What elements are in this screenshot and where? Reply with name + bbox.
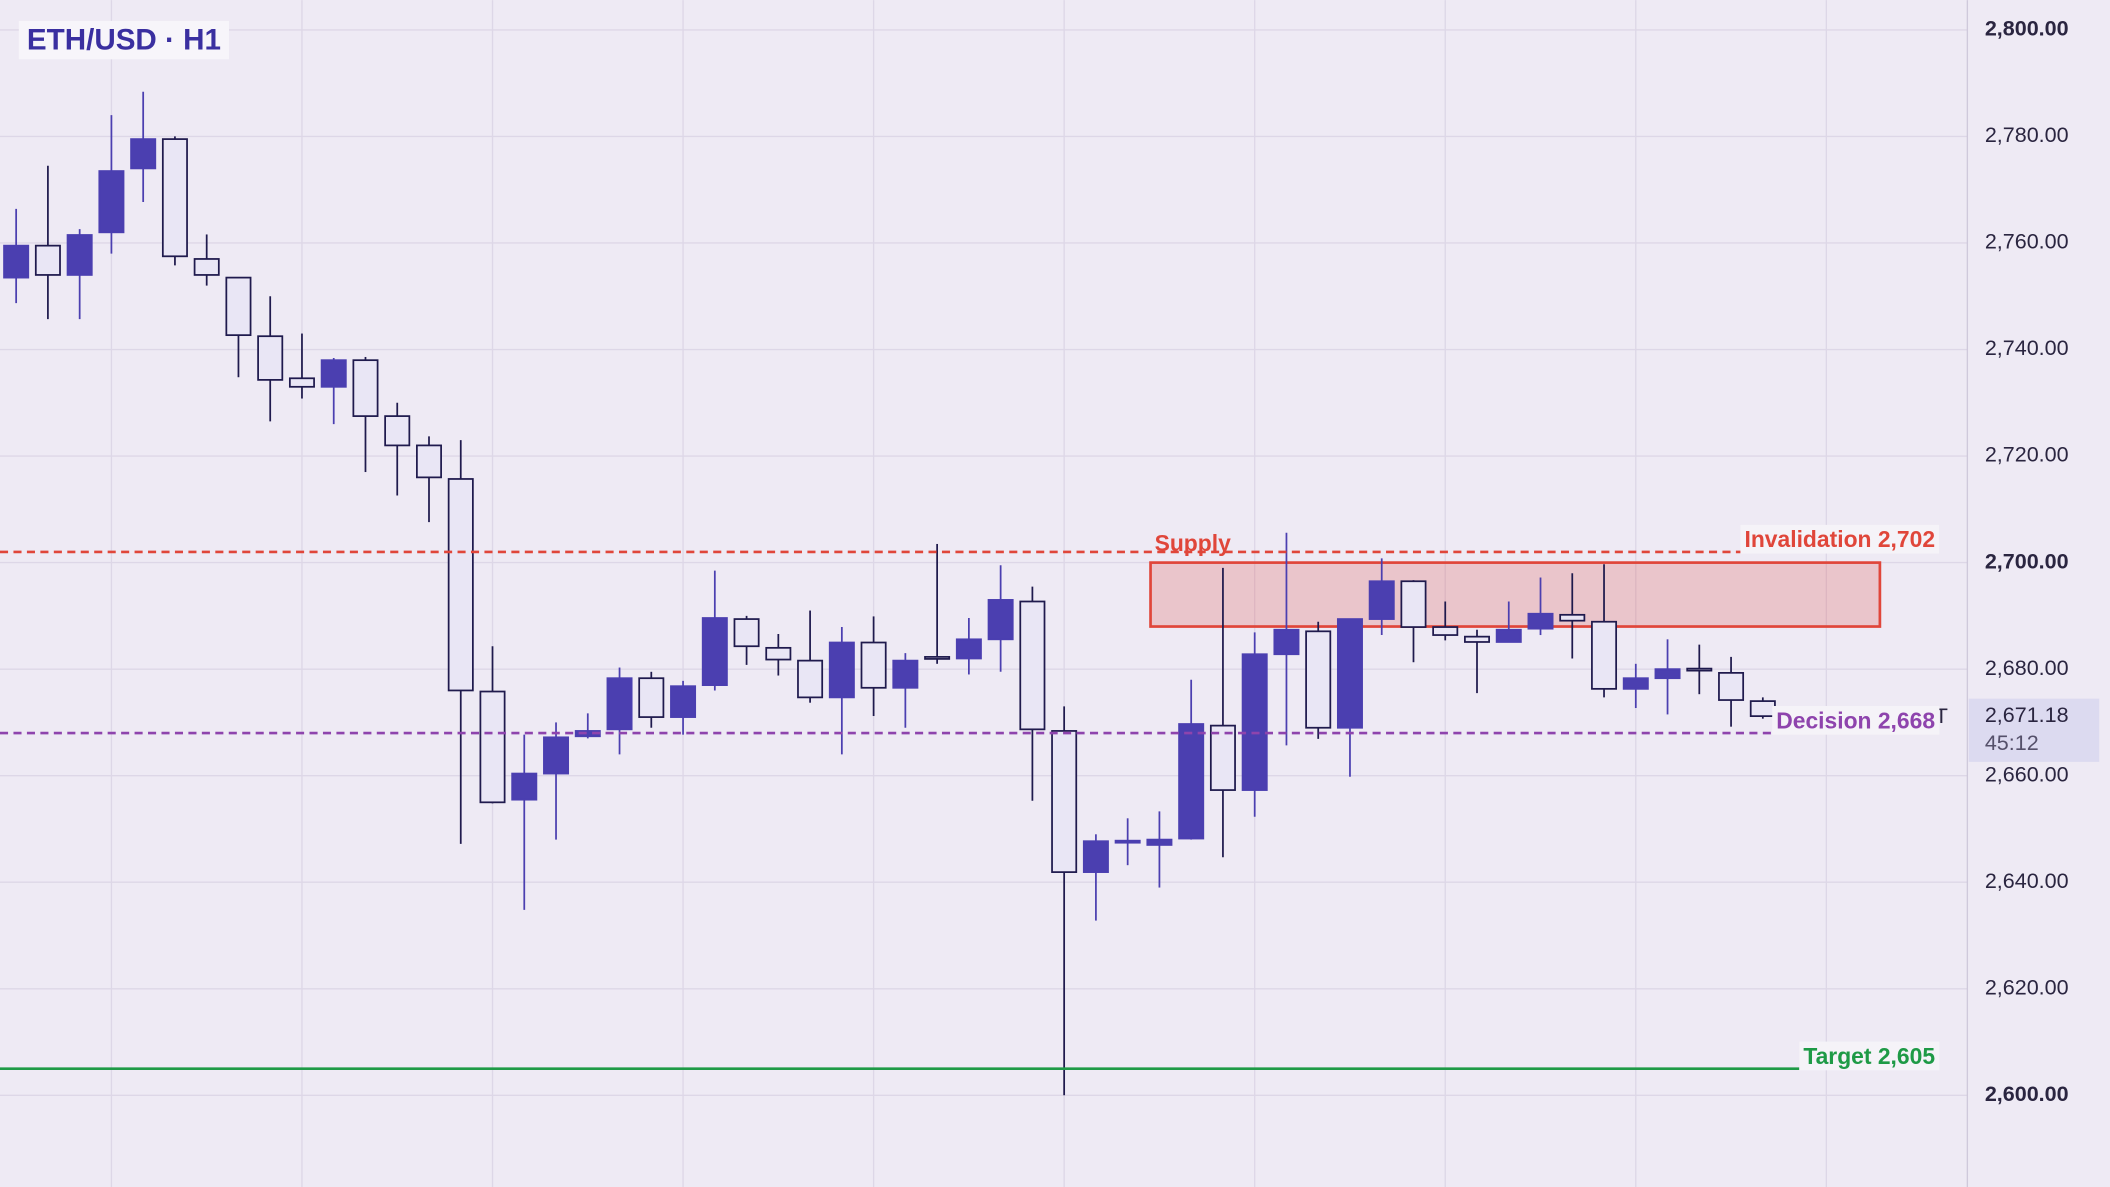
candle-body [1241, 653, 1268, 791]
candle-body [733, 618, 760, 648]
plot-area [3, 91, 1882, 1096]
candle-body [384, 415, 411, 447]
candle-body [193, 258, 220, 276]
y-tick-label: 2,740.00 [1985, 336, 2069, 360]
title-background [18, 20, 230, 60]
countdown-label: 45:12 [1985, 731, 2039, 755]
candle-body [1495, 628, 1522, 643]
candle-body [225, 276, 252, 337]
price-label-background [1968, 698, 2100, 762]
candle-body [1432, 626, 1459, 636]
candle-body [670, 685, 697, 718]
level-label-background [1740, 524, 1940, 554]
candle-body [511, 772, 538, 801]
candle-body [1368, 580, 1395, 620]
level-label: Invalidation 2,702 [1744, 526, 1935, 552]
candle-body [924, 656, 951, 660]
candle-body [479, 690, 506, 804]
y-tick-label: 2,660.00 [1985, 762, 2069, 786]
level-label-background [1799, 1041, 1940, 1071]
candle-body [1209, 724, 1236, 791]
candle-body [1654, 668, 1681, 680]
candle-body [447, 478, 474, 692]
candle-body [1622, 677, 1649, 690]
level-label-background [1772, 706, 1940, 735]
y-tick-label: 2,600.00 [1985, 1082, 2069, 1106]
candle-body [98, 170, 125, 234]
candle-body [66, 234, 93, 276]
candle-body [1718, 671, 1745, 701]
candle-body [1082, 840, 1109, 873]
zone-label: Supply [1155, 530, 1231, 556]
y-tick-label: 2,720.00 [1985, 443, 2069, 467]
candle-body [1114, 839, 1141, 844]
candle-body [638, 677, 665, 718]
y-tick-label: 2,780.00 [1985, 123, 2069, 147]
candle-body [320, 359, 347, 388]
candle-body [797, 659, 824, 699]
candle-body [3, 244, 30, 279]
y-tick-label: 2,800.00 [1985, 17, 2069, 41]
candle-body [1400, 580, 1427, 628]
candle-body [288, 377, 315, 388]
candle-body [1749, 700, 1776, 718]
candle-body [1178, 723, 1205, 840]
price-label: 2,671.18 [1985, 703, 2069, 727]
candle-body [955, 638, 982, 660]
candle-body [1146, 838, 1173, 846]
candle-body [987, 599, 1014, 641]
y-tick-label: 2,640.00 [1985, 869, 2069, 893]
level-label: Decision 2,668 [1776, 707, 1935, 733]
candle-body [1051, 730, 1078, 873]
candle-body [1273, 628, 1300, 656]
candle-body [1336, 618, 1363, 729]
candle-body [352, 359, 379, 417]
candle-body [1464, 635, 1490, 643]
candle-body [1686, 667, 1713, 672]
candle-body [1559, 613, 1586, 622]
y-axis: 2,600.00 2,620.00 2,640.00 2,660.00 2,680.00… [1985, 17, 2069, 1106]
candle-body [606, 677, 633, 731]
candle-body [1019, 600, 1046, 731]
candle-body [34, 244, 61, 276]
candle-body [860, 641, 887, 689]
supply-zone [1149, 561, 1882, 628]
candle-body [1591, 620, 1618, 690]
y-tick-label: 2,700.00 [1985, 549, 2069, 573]
candle-body [416, 444, 442, 479]
candle-body [1305, 630, 1332, 729]
candle-body [161, 138, 188, 258]
candle-body [765, 646, 792, 661]
candle-body [543, 736, 570, 775]
candle-body [257, 335, 284, 381]
grid [0, 0, 1968, 1187]
candle-body [130, 138, 157, 170]
candle-body [892, 659, 919, 689]
y-tick-label: 2,620.00 [1985, 975, 2069, 999]
candle-body [701, 617, 728, 687]
y-tick-label: 2,680.00 [1985, 656, 2069, 680]
candle-body [828, 641, 855, 699]
chart-title: ETH/USD · H1 [27, 24, 221, 57]
candle-body [1527, 612, 1554, 630]
level-label: Target 2,605 [1803, 1043, 1935, 1069]
y-tick-label: 2,760.00 [1985, 230, 2069, 254]
